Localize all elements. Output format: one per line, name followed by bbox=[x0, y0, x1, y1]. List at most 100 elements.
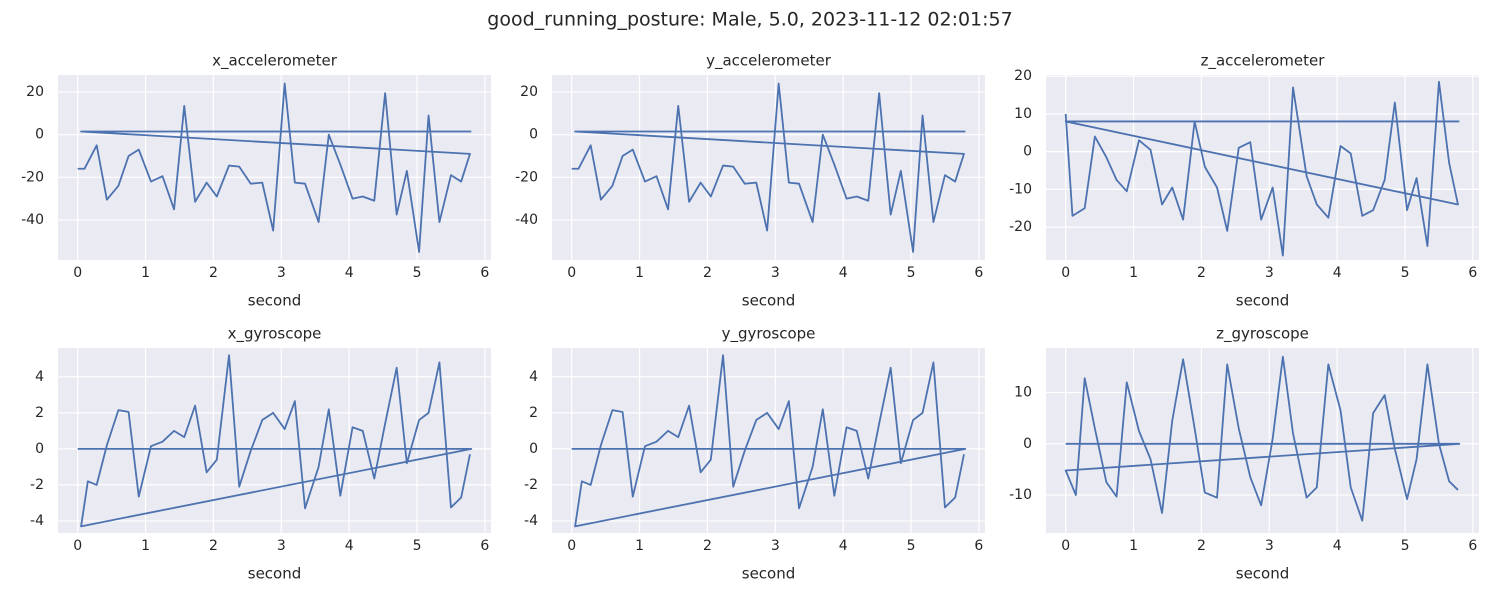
x-tick-label: 2 bbox=[1197, 538, 1206, 554]
x-tick-label: 6 bbox=[1468, 538, 1477, 554]
data-line bbox=[571, 82, 966, 253]
x-tick-label: 0 bbox=[1061, 265, 1070, 281]
x-axis-label: second bbox=[742, 565, 796, 583]
x-axis-label: second bbox=[742, 292, 796, 310]
x-tick-label: 1 bbox=[1129, 538, 1138, 554]
subplot-title: y_gyroscope bbox=[722, 325, 816, 344]
plot-area bbox=[552, 348, 985, 533]
x-tick-label: 2 bbox=[209, 265, 218, 281]
data-line bbox=[77, 82, 472, 253]
y-tick-label: -10 bbox=[1009, 181, 1032, 197]
x-tick-label: 0 bbox=[73, 265, 82, 281]
plot-area bbox=[552, 75, 985, 260]
data-line bbox=[1064, 80, 1460, 257]
x-tick-label: 6 bbox=[480, 538, 489, 554]
x-tick-label: 4 bbox=[1333, 538, 1342, 554]
y-tick-label: 0 bbox=[1023, 436, 1032, 452]
y-tick-label: 0 bbox=[529, 127, 538, 143]
y-tick-label: -40 bbox=[515, 212, 538, 228]
subplot-title: x_accelerometer bbox=[212, 52, 338, 71]
x-tick-label: 5 bbox=[1401, 265, 1410, 281]
x-tick-label: 2 bbox=[703, 265, 712, 281]
x-tick-label: 2 bbox=[1197, 265, 1206, 281]
data-line bbox=[571, 354, 967, 528]
data-line bbox=[1064, 355, 1461, 522]
y-tick-label: 0 bbox=[35, 441, 44, 457]
y-tick-label: -10 bbox=[1009, 487, 1032, 503]
subplot-title: z_gyroscope bbox=[1216, 325, 1309, 344]
x-tick-label: 1 bbox=[141, 265, 150, 281]
plot-area bbox=[58, 348, 491, 533]
subplot-title: y_accelerometer bbox=[706, 52, 832, 71]
y-tick-label: -2 bbox=[524, 477, 538, 493]
y-tick-label: 20 bbox=[26, 84, 44, 100]
x-tick-label: 1 bbox=[635, 538, 644, 554]
y-tick-label: 20 bbox=[1014, 68, 1032, 84]
plot-area bbox=[58, 75, 491, 260]
plot-area bbox=[1046, 75, 1479, 260]
figure-title: good_running_posture: Male, 5.0, 2023-11… bbox=[487, 9, 1012, 31]
x-axis-label: second bbox=[1236, 292, 1290, 310]
x-axis-label: second bbox=[248, 292, 302, 310]
y-tick-label: 2 bbox=[529, 405, 538, 421]
y-tick-label: 0 bbox=[529, 441, 538, 457]
x-tick-label: 1 bbox=[141, 538, 150, 554]
x-tick-label: 3 bbox=[771, 538, 780, 554]
y-tick-label: -20 bbox=[21, 169, 44, 185]
y-tick-label: -40 bbox=[21, 212, 44, 228]
x-tick-label: 0 bbox=[73, 538, 82, 554]
y-tick-label: 0 bbox=[1023, 144, 1032, 160]
x-tick-label: 4 bbox=[345, 538, 354, 554]
y-tick-label: -20 bbox=[515, 169, 538, 185]
y-tick-label: 20 bbox=[520, 84, 538, 100]
x-tick-label: 3 bbox=[277, 265, 286, 281]
x-tick-label: 5 bbox=[907, 265, 916, 281]
x-tick-label: 0 bbox=[1061, 538, 1070, 554]
x-tick-label: 1 bbox=[635, 265, 644, 281]
y-tick-label: 4 bbox=[35, 369, 44, 385]
x-tick-label: 5 bbox=[907, 538, 916, 554]
x-tick-label: 2 bbox=[209, 538, 218, 554]
y-tick-label: -4 bbox=[524, 513, 538, 529]
x-tick-label: 5 bbox=[1401, 538, 1410, 554]
x-tick-label: 5 bbox=[413, 538, 422, 554]
y-tick-label: 10 bbox=[1014, 106, 1032, 122]
x-tick-label: 3 bbox=[771, 265, 780, 281]
x-tick-label: 3 bbox=[1265, 265, 1274, 281]
y-tick-label: 0 bbox=[35, 127, 44, 143]
x-tick-label: 2 bbox=[703, 538, 712, 554]
x-tick-label: 6 bbox=[1468, 265, 1477, 281]
x-tick-label: 0 bbox=[567, 538, 576, 554]
x-tick-label: 4 bbox=[345, 265, 354, 281]
x-tick-label: 6 bbox=[974, 265, 983, 281]
x-tick-label: 3 bbox=[277, 538, 286, 554]
subplot-title: x_gyroscope bbox=[228, 325, 322, 344]
x-axis-label: second bbox=[1236, 565, 1290, 583]
plot-area bbox=[1046, 348, 1479, 533]
subplot-title: z_accelerometer bbox=[1201, 52, 1326, 71]
x-tick-label: 4 bbox=[839, 538, 848, 554]
x-tick-label: 1 bbox=[1129, 265, 1138, 281]
x-tick-label: 5 bbox=[413, 265, 422, 281]
x-tick-label: 3 bbox=[1265, 538, 1274, 554]
y-tick-label: 10 bbox=[1014, 385, 1032, 401]
x-tick-label: 6 bbox=[480, 265, 489, 281]
y-tick-label: -4 bbox=[30, 513, 44, 529]
y-tick-label: -2 bbox=[30, 477, 44, 493]
data-line bbox=[77, 354, 473, 528]
x-tick-label: 4 bbox=[1333, 265, 1342, 281]
y-tick-label: 4 bbox=[529, 369, 538, 385]
x-tick-label: 6 bbox=[974, 538, 983, 554]
y-tick-label: -20 bbox=[1009, 219, 1032, 235]
x-tick-label: 0 bbox=[567, 265, 576, 281]
y-tick-label: 2 bbox=[35, 405, 44, 421]
x-axis-label: second bbox=[248, 565, 302, 583]
x-tick-label: 4 bbox=[839, 265, 848, 281]
